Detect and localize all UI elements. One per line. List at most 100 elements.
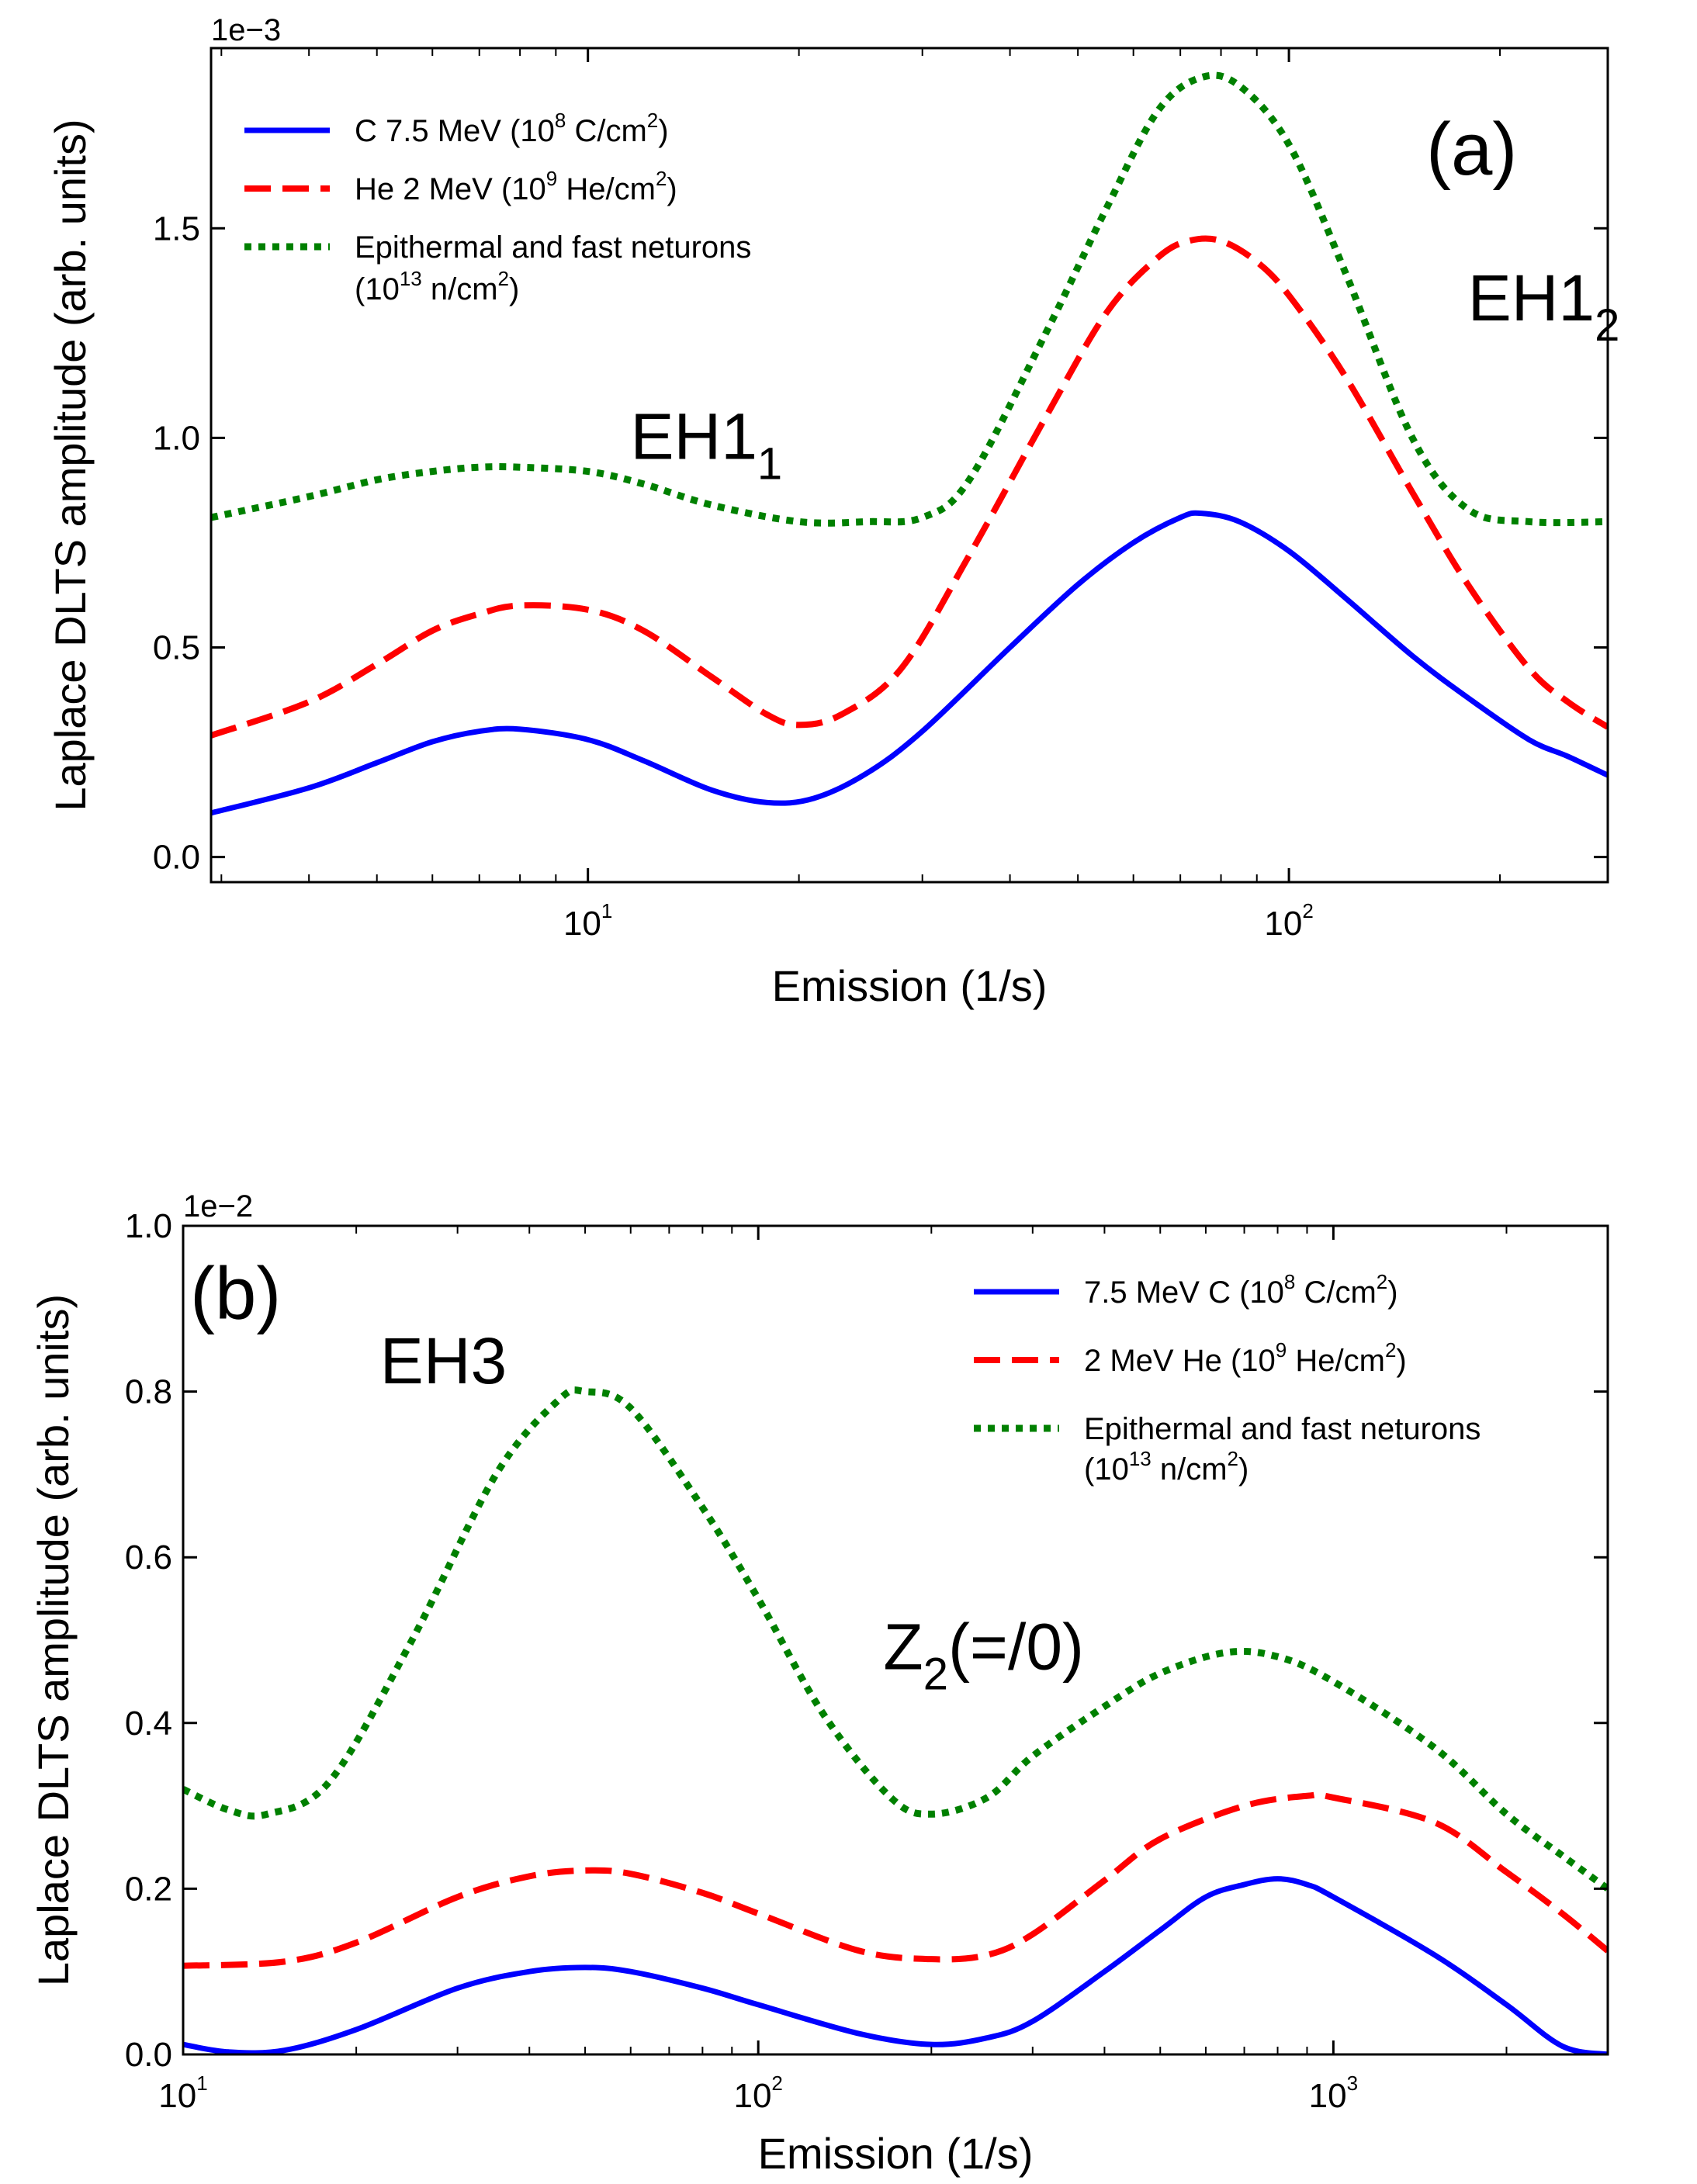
plot-area-a xyxy=(211,71,1608,816)
x-tick-base: 10 xyxy=(1264,905,1302,943)
legend-item-c: 7.5 MeV C (108 C/cm2) xyxy=(974,1270,1398,1310)
legend-item-n: Epithermal and fast neturons(1013 n/cm2) xyxy=(244,230,751,306)
y-offset-text: 1e−3 xyxy=(211,13,281,47)
legend-label-he: He 2 MeV (109 He/cm2) xyxy=(355,167,677,206)
legend-superscript: 13 xyxy=(1129,1447,1152,1470)
x-tick-exponent: 1 xyxy=(196,2072,207,2095)
x-tick-label: 101 xyxy=(158,2072,207,2115)
annotation-rest: (=/0) xyxy=(948,1610,1084,1683)
legend-superscript: 2 xyxy=(1228,1447,1238,1470)
legend-label-n: (1013 n/cm2) xyxy=(1084,1447,1249,1487)
series-line-he xyxy=(183,1791,1608,1969)
plot-frame xyxy=(182,1224,1609,2056)
annotation-subscript: 2 xyxy=(1595,300,1619,351)
legend-superscript: 2 xyxy=(1377,1270,1387,1293)
legend-label-n: (1013 n/cm2) xyxy=(355,267,519,306)
legend-text-run: He 2 MeV (10 xyxy=(355,172,546,206)
legend: 7.5 MeV C (108 C/cm2)2 MeV He (109 He/cm… xyxy=(974,1270,1481,1487)
series-line-c xyxy=(211,510,1608,816)
legend-text-run: 2 MeV He (10 xyxy=(1084,1344,1276,1378)
legend-text-run: (10 xyxy=(355,272,400,306)
x-tick-base: 10 xyxy=(563,905,601,943)
x-tick-exponent: 2 xyxy=(1302,899,1313,922)
y-tick-label: 0.0 xyxy=(125,2036,172,2074)
legend-item-n: Epithermal and fast neturons(1013 n/cm2) xyxy=(974,1412,1481,1487)
series-line-c xyxy=(183,1876,1608,2054)
legend-item-he: 2 MeV He (109 He/cm2) xyxy=(974,1338,1407,1378)
annotation-eh1-2: EH12 xyxy=(1468,261,1620,351)
legend: C 7.5 MeV (108 C/cm2) He 2 MeV (109 He/cm… xyxy=(244,109,751,306)
legend-text-run: ) xyxy=(667,172,677,206)
panel-letter: (b) xyxy=(190,1252,281,1335)
y-tick-label: 0.4 xyxy=(125,1705,172,1743)
annotation-eh1-1: EH11 xyxy=(631,400,783,489)
legend-item-he: He 2 MeV (109 He/cm2) xyxy=(244,167,677,206)
x-tick-label: 102 xyxy=(733,2072,782,2115)
legend-superscript: 2 xyxy=(656,167,667,190)
x-tick-exponent: 1 xyxy=(601,899,612,922)
y-axis: 0.0 0.2 0.4 0.6 0.8 1.0 xyxy=(125,1207,1608,2074)
legend-text-run: n/cm xyxy=(422,272,498,306)
legend-superscript: 8 xyxy=(1284,1270,1295,1293)
legend-superscript: 8 xyxy=(555,109,566,132)
legend-text-run: ) xyxy=(1387,1275,1397,1310)
legend-label-he: 2 MeV He (109 He/cm2) xyxy=(1084,1338,1407,1378)
annotation-base: EH1 xyxy=(1468,261,1595,334)
legend-label-c: 7.5 MeV C (108 C/cm2) xyxy=(1084,1270,1398,1310)
x-tick-base: 10 xyxy=(158,2077,196,2115)
legend-text-run: He/cm xyxy=(1287,1344,1385,1378)
y-tick-label: 0.5 xyxy=(153,628,200,666)
y-tick-label: 0.6 xyxy=(125,1538,172,1577)
annotation-base: EH3 xyxy=(380,1324,507,1397)
panel-letter: (a) xyxy=(1426,108,1517,191)
legend-text-run: ) xyxy=(1238,1452,1249,1487)
legend-superscript: 2 xyxy=(1385,1338,1396,1362)
y-tick-label: 0.2 xyxy=(125,1870,172,1908)
y-offset-text: 1e−2 xyxy=(183,1189,253,1224)
legend-label-n: Epithermal and fast neturons xyxy=(355,230,751,265)
x-tick-exponent: 2 xyxy=(771,2072,782,2095)
legend-text-run: C/cm xyxy=(1295,1275,1376,1310)
legend-text-run: C/cm xyxy=(566,114,646,148)
legend-text-run: ) xyxy=(1396,1344,1406,1378)
legend-superscript: 9 xyxy=(1276,1338,1287,1362)
x-tick-label: 102 xyxy=(1264,899,1313,943)
y-tick-label: 1.0 xyxy=(153,419,200,457)
legend-text-run: n/cm xyxy=(1152,1452,1228,1487)
annotation-subscript: 2 xyxy=(923,1649,948,1699)
y-tick-label: 1.0 xyxy=(125,1207,172,1245)
y-axis-label: Laplace DLTS amplitude (arb. units) xyxy=(46,119,95,811)
y-axis: 0.0 0.5 1.0 1.5 xyxy=(153,209,1608,877)
y-tick-label: 0.0 xyxy=(153,839,200,877)
series-line-n xyxy=(183,1386,1608,1892)
legend-text-run: ) xyxy=(658,114,668,148)
annotation-eh3: EH3 xyxy=(380,1324,507,1397)
x-tick-exponent: 3 xyxy=(1347,2072,1358,2095)
series-line-n xyxy=(211,71,1608,527)
legend-item-c: C 7.5 MeV (108 C/cm2) xyxy=(244,109,669,148)
legend-text-run: Epithermal and fast neturons xyxy=(1084,1412,1481,1446)
legend-text-run: Epithermal and fast neturons xyxy=(355,230,751,265)
legend-text-run: (10 xyxy=(1084,1452,1129,1487)
x-tick-base: 10 xyxy=(1309,2077,1347,2115)
annotation-base: EH1 xyxy=(631,400,757,472)
x-tick-label: 103 xyxy=(1309,2072,1358,2115)
y-axis-label: Laplace DLTS amplitude (arb. units) xyxy=(29,1294,78,1986)
y-tick-label: 1.5 xyxy=(153,209,200,247)
legend-text-run: 7.5 MeV C (10 xyxy=(1084,1275,1284,1310)
legend-text-run: ) xyxy=(509,272,519,306)
panel-b: 101 102 1030.00.20.40.60.81.01e−2Emission … xyxy=(29,1189,1609,2178)
legend-label-c: C 7.5 MeV (108 C/cm2) xyxy=(355,109,669,148)
y-tick-label: 0.8 xyxy=(125,1373,172,1411)
plot-area-b xyxy=(183,1386,1608,2054)
x-axis: 101 102 103 xyxy=(158,1226,1508,2115)
annotation-subscript: 1 xyxy=(757,438,782,489)
plot-frame xyxy=(210,47,1609,884)
legend-superscript: 2 xyxy=(647,109,658,132)
annotation-z2: Z2(=/0) xyxy=(883,1610,1084,1699)
x-tick-base: 10 xyxy=(733,2077,771,2115)
legend-text-run: He/cm xyxy=(557,172,656,206)
legend-superscript: 13 xyxy=(400,267,422,290)
